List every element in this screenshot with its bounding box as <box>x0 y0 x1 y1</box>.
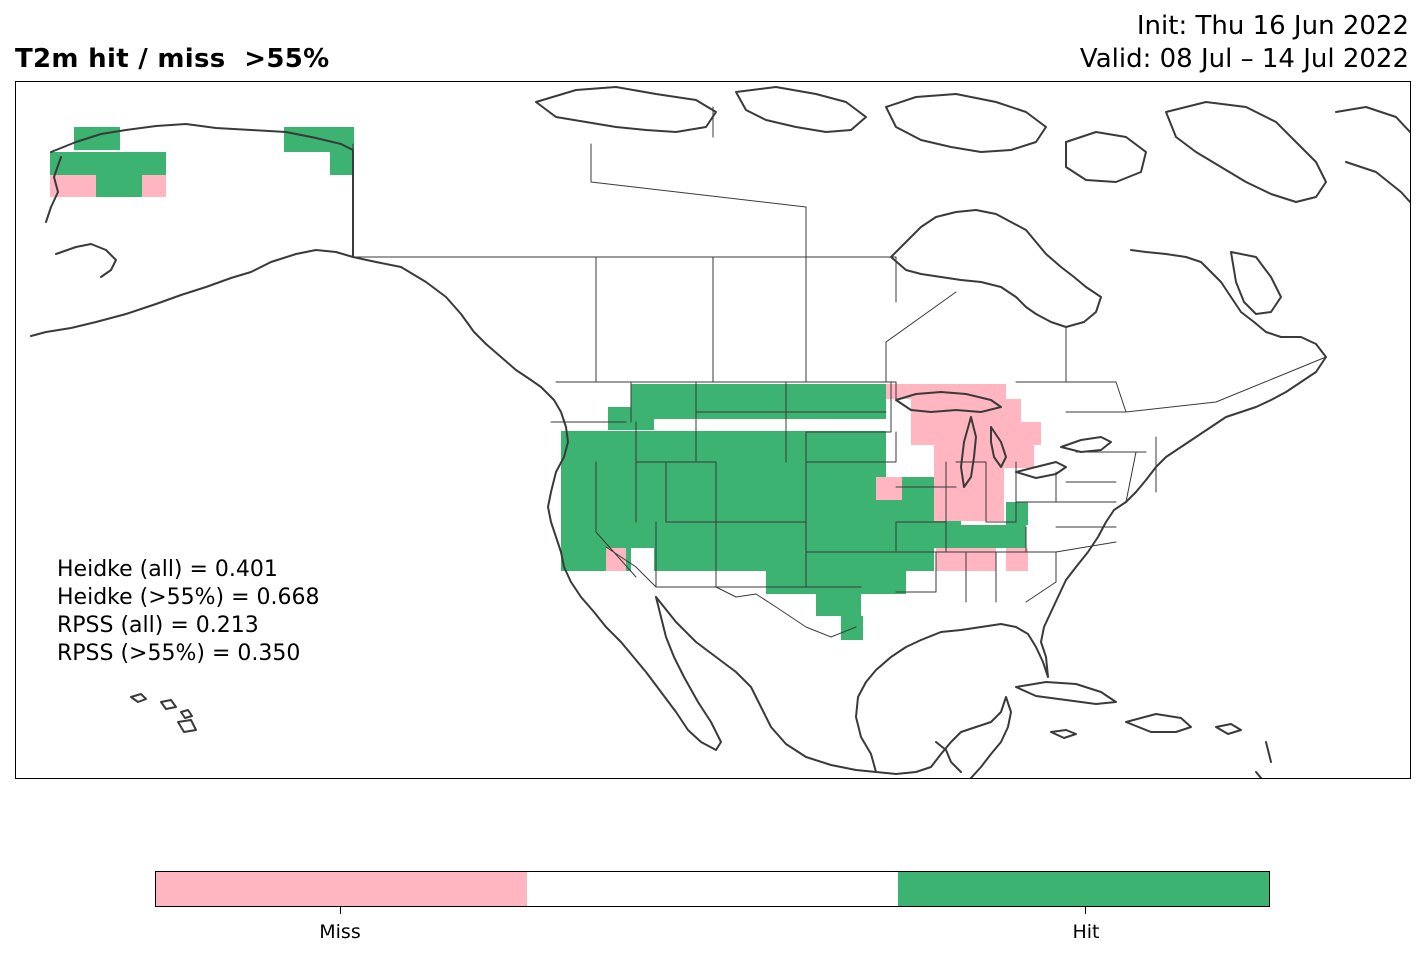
colorbar-miss-segment <box>156 872 527 906</box>
score-heidke-55: Heidke (>55%) = 0.668 <box>57 585 320 610</box>
score-heidke-all: Heidke (all) = 0.401 <box>57 557 278 582</box>
hit-cell <box>766 571 906 594</box>
hit-cell <box>50 152 166 175</box>
hit-cell <box>96 175 142 197</box>
miss-cell <box>142 175 166 197</box>
hit-cell <box>841 616 863 640</box>
hawaii-islands <box>130 693 197 733</box>
mexico-coastline <box>655 596 977 775</box>
atlantic-coastline <box>1125 249 1327 503</box>
date-info: Init: Thu 16 Jun 2022 Valid: 08 Jul – 14… <box>1080 10 1409 76</box>
hit-cell <box>561 500 961 525</box>
hit-cell <box>654 548 934 571</box>
hit-cell <box>631 525 961 548</box>
miss-cell <box>606 548 626 571</box>
hit-cell <box>74 127 120 150</box>
great-lakes <box>895 391 1112 488</box>
colorbar-tick-miss <box>340 907 341 914</box>
miss-cell <box>876 477 902 500</box>
hit-cell <box>896 525 1026 548</box>
coastlines-and-borders <box>30 86 1410 778</box>
us-mexico-border <box>605 546 857 638</box>
caribbean-islands <box>1015 681 1272 778</box>
hit-cell <box>816 594 861 616</box>
miss-cell <box>50 175 96 197</box>
central-america-coastline <box>935 696 1012 778</box>
init-date: Init: Thu 16 Jun 2022 <box>1136 11 1409 41</box>
valid-date: Valid: 08 Jul – 14 Jul 2022 <box>1079 44 1409 74</box>
hit-cell <box>631 384 886 419</box>
colorbar-hit-segment <box>898 872 1269 906</box>
skill-scores: Heidke (all) = 0.401 Heidke (>55%) = 0.6… <box>57 556 320 668</box>
miss-cell <box>934 445 1034 468</box>
hudson-bay-coastline <box>890 209 1102 328</box>
hit-cell <box>561 525 631 548</box>
hit-cell <box>330 152 354 175</box>
score-rpss-55: RPSS (>55%) = 0.350 <box>57 641 301 666</box>
miss-cell <box>1006 548 1028 571</box>
forecast-grid-cells <box>50 127 1041 640</box>
hit-cell <box>561 477 961 500</box>
colorbar-tick-hit <box>1085 907 1086 914</box>
map-panel <box>15 81 1411 779</box>
miss-cell <box>934 491 1004 521</box>
canada-province-borders <box>352 106 1327 413</box>
colorbar <box>155 871 1270 907</box>
score-rpss-all: RPSS (all) = 0.213 <box>57 613 259 638</box>
colorbar-label-hit: Hit <box>1072 921 1100 943</box>
us-canada-border <box>555 381 1127 413</box>
pacific-coastline <box>485 343 722 751</box>
hit-cell <box>1006 502 1028 525</box>
colorbar-label-miss: Miss <box>319 921 361 943</box>
us-state-borders <box>550 381 1157 603</box>
hit-cell <box>561 431 886 477</box>
map-title: T2m hit / miss >55% <box>15 44 330 74</box>
gulf-coastline <box>920 501 1127 678</box>
arctic-islands <box>535 86 1410 315</box>
colorbar-neutral-segment <box>527 872 898 906</box>
alaska-coastline <box>30 123 487 345</box>
north-america-map <box>30 86 1410 778</box>
